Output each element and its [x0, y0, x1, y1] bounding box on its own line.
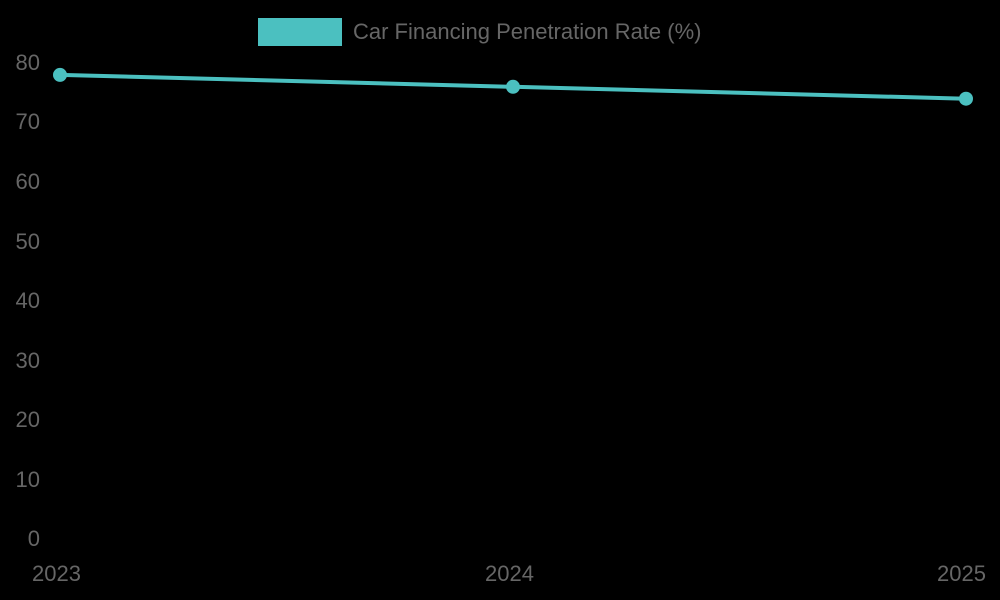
legend-swatch	[258, 18, 342, 46]
y-tick-40: 40	[15, 288, 40, 313]
data-point-2023[interactable]	[53, 67, 67, 82]
y-tick-10: 10	[15, 467, 40, 492]
y-tick-30: 30	[15, 348, 40, 373]
legend-label: Car Financing Penetration Rate (%)	[353, 19, 702, 44]
data-point-2025[interactable]	[959, 91, 973, 106]
y-tick-70: 70	[15, 109, 40, 134]
y-tick-20: 20	[15, 407, 40, 432]
y-tick-0: 0	[27, 526, 40, 551]
y-tick-60: 60	[15, 169, 40, 194]
y-tick-50: 50	[15, 229, 40, 254]
x-tick-2024: 2024	[485, 561, 534, 586]
chart-legend[interactable]: Car Financing Penetration Rate (%)	[258, 18, 702, 46]
x-tick-2023: 2023	[32, 561, 81, 586]
data-point-2024[interactable]	[506, 79, 520, 94]
y-tick-80: 80	[15, 50, 40, 75]
x-tick-2025: 2025	[937, 561, 986, 586]
